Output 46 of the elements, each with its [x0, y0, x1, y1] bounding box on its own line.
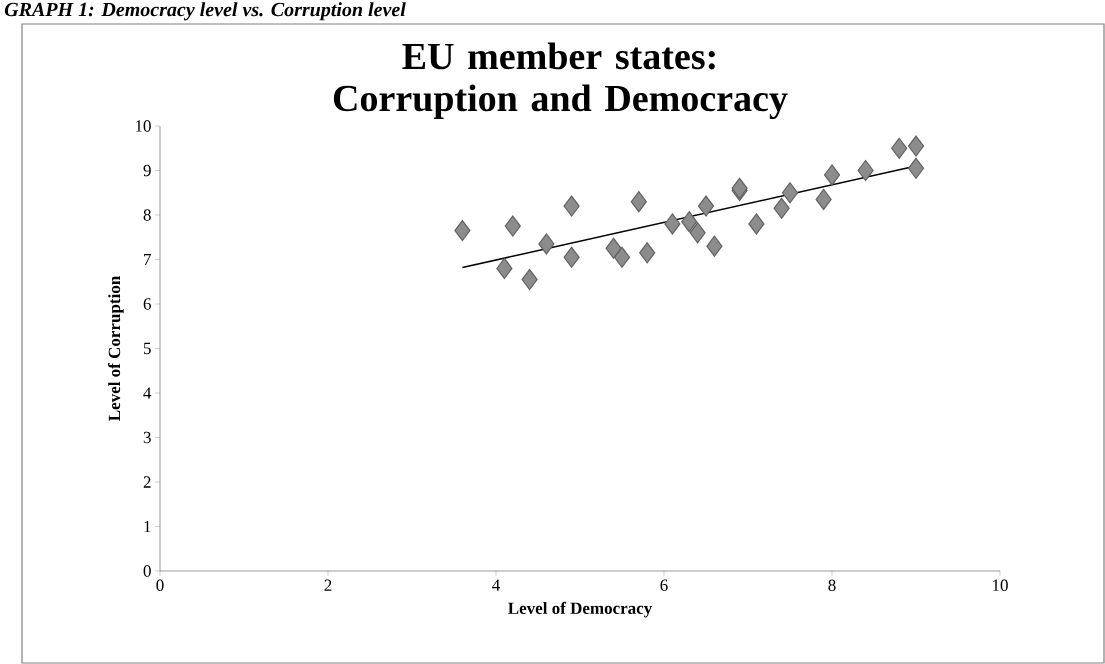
x-axis-title: Level of Democracy [508, 601, 653, 618]
point [613, 246, 631, 268]
y-tick-label: 3 [143, 431, 151, 444]
y-tick-label: 4 [143, 387, 152, 399]
point [563, 246, 580, 268]
y-tick-label: 0 [143, 565, 151, 577]
point [815, 188, 832, 211]
x-tick-label: 6 [660, 579, 668, 591]
point [748, 213, 765, 235]
y-tick-label: 6 [143, 298, 151, 310]
point [891, 137, 908, 159]
point [504, 215, 521, 237]
point [496, 257, 513, 279]
point [689, 222, 706, 244]
point [907, 135, 925, 157]
x-tick-label: 0 [156, 579, 164, 592]
y-tick-label: 1 [144, 520, 151, 533]
point [781, 182, 799, 204]
point [697, 195, 715, 217]
point [681, 211, 698, 233]
point [907, 157, 925, 179]
point [773, 197, 790, 219]
y-tick-label: 2 [143, 476, 151, 488]
point [605, 237, 622, 259]
point [706, 235, 723, 257]
x-tick-label: 10 [993, 579, 1008, 592]
point [454, 219, 471, 242]
y-tick-label: 10 [135, 120, 151, 132]
x-tick-label: 8 [828, 579, 836, 592]
point [857, 159, 874, 182]
point [563, 195, 580, 217]
point [538, 233, 555, 255]
caption: GRAPH 1: Democracy level vs. Corruption level [4, 2, 406, 21]
y-tick-label: 5 [143, 342, 151, 355]
point [823, 164, 841, 186]
x-tick-label: 4 [492, 579, 500, 591]
chart-title: EU member states: Corruption and Democracy [333, 42, 788, 120]
point [630, 191, 647, 213]
point [664, 213, 681, 235]
y-tick-label: 7 [144, 253, 151, 266]
y-tick-label: 9 [143, 164, 151, 177]
y-tick-label: 8 [143, 209, 151, 221]
x-tick-label: 2 [324, 579, 332, 591]
point [521, 268, 538, 291]
y-axis-title: Level of Corruption [108, 276, 124, 421]
point [639, 242, 656, 264]
